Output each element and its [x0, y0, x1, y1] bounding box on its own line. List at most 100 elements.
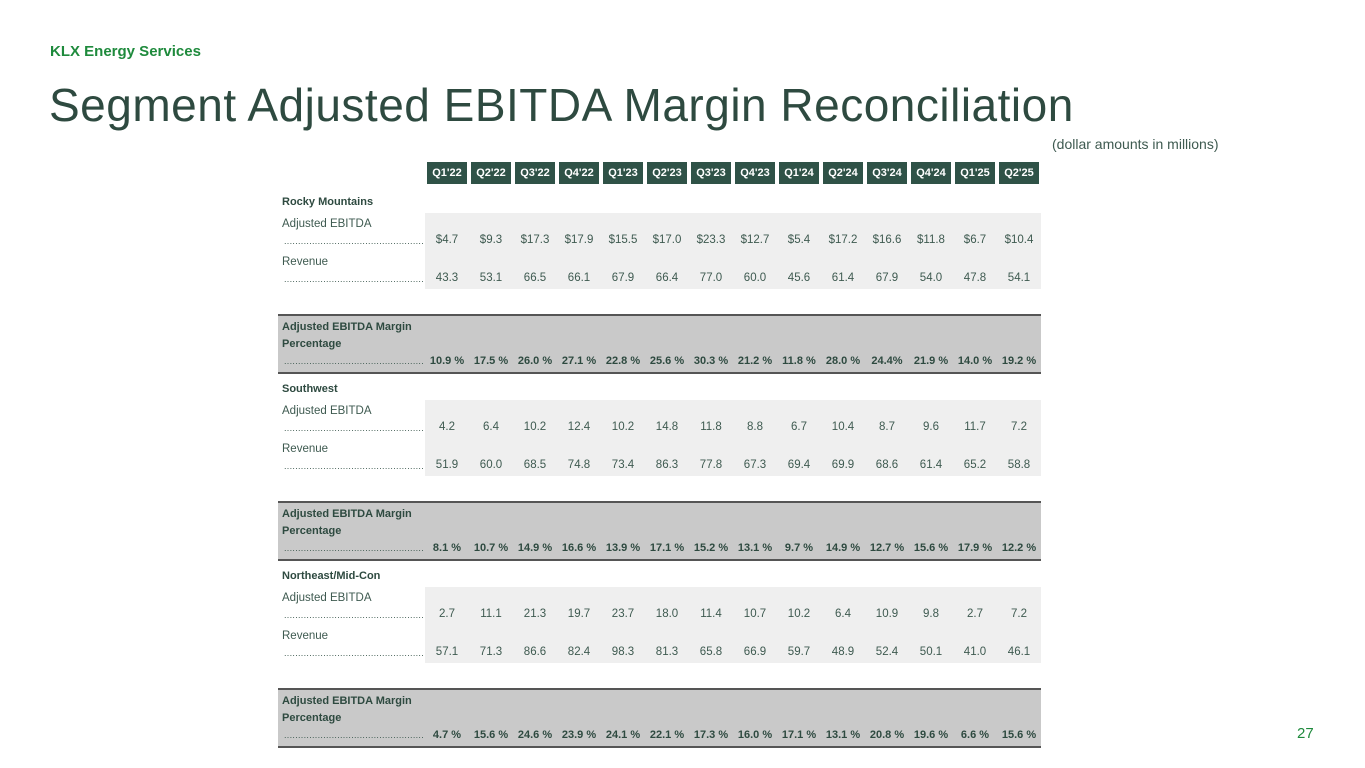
adjusted-ebitda-label: Adjusted EBITDA — [282, 405, 372, 417]
revenue-value: 66.1 — [567, 272, 591, 284]
revenue-value: 68.5 — [523, 459, 547, 471]
quarter-header: Q2'22 — [471, 162, 511, 184]
ebitda-value: $17.0 — [652, 234, 682, 246]
dot-leader: ........................................… — [284, 648, 424, 658]
margin-label: Adjusted EBITDA Margin — [282, 695, 412, 707]
revenue-value: 48.9 — [831, 646, 855, 658]
margin-value: 12.7 % — [869, 542, 905, 554]
margin-value: 13.9 % — [605, 542, 641, 554]
revenue-value: 57.1 — [435, 646, 459, 658]
ebitda-value: 12.4 — [567, 421, 591, 433]
margin-value: 23.9 % — [561, 729, 597, 741]
margin-value: 13.1 % — [737, 542, 773, 554]
quarter-header: Q4'23 — [735, 162, 775, 184]
ebitda-value: 11.8 — [700, 421, 722, 433]
revenue-value: 52.4 — [875, 646, 899, 658]
ebitda-value: 6.7 — [791, 421, 807, 433]
dot-leader: ........................................… — [284, 461, 424, 471]
adjusted-ebitda-label: Adjusted EBITDA — [282, 592, 372, 604]
ebitda-value: $23.3 — [696, 234, 726, 246]
margin-value: 22.1 % — [649, 729, 685, 741]
ebitda-value: 10.9 — [875, 608, 899, 620]
margin-value: 24.4% — [871, 355, 903, 367]
margin-label-2: Percentage — [282, 712, 342, 724]
ebitda-value: $11.8 — [917, 234, 945, 246]
ebitda-value: $17.2 — [828, 234, 858, 246]
margin-value: 19.2 % — [1001, 355, 1037, 367]
quarter-header: Q1'23 — [603, 162, 643, 184]
margin-value: 30.3 % — [693, 355, 729, 367]
margin-value: 26.0 % — [517, 355, 553, 367]
ebitda-value: $15.5 — [608, 234, 638, 246]
margin-value: 16.0 % — [737, 729, 773, 741]
margin-value: 21.9 % — [913, 355, 949, 367]
margin-value: 14.0 % — [957, 355, 993, 367]
revenue-value: 54.1 — [1007, 272, 1031, 284]
dot-leader: ........................................… — [284, 730, 424, 740]
dot-leader: ........................................… — [284, 356, 424, 366]
margin-value: 9.7 % — [784, 542, 814, 554]
quarter-header: Q3'23 — [691, 162, 731, 184]
revenue-value: 67.9 — [611, 272, 635, 284]
page-number: 27 — [1297, 725, 1314, 742]
ebitda-value: $17.3 — [520, 234, 550, 246]
data-block — [425, 587, 1041, 663]
revenue-value: 66.4 — [655, 272, 679, 284]
ebitda-value: 4.2 — [439, 421, 455, 433]
revenue-value: 86.3 — [655, 459, 679, 471]
revenue-value: 71.3 — [479, 646, 503, 658]
revenue-value: 73.4 — [611, 459, 635, 471]
segment-title: Southwest — [282, 383, 338, 395]
data-block — [425, 400, 1041, 476]
margin-value: 15.6 % — [1001, 729, 1037, 741]
dot-leader: ........................................… — [284, 274, 424, 284]
revenue-value: 46.1 — [1007, 646, 1031, 658]
ebitda-value: $4.7 — [435, 234, 459, 246]
adjusted-ebitda-label: Adjusted EBITDA — [282, 218, 372, 230]
revenue-value: 59.7 — [787, 646, 811, 658]
quarter-header: Q2'24 — [823, 162, 863, 184]
revenue-value: 60.0 — [743, 272, 767, 284]
quarter-header-row: Q1'22 Q2'22 Q3'22 Q4'22 Q1'23 Q2'23 Q3'23 Q4'23… — [425, 162, 1041, 184]
ebitda-value: 2.7 — [439, 608, 455, 620]
ebitda-value: 14.8 — [655, 421, 679, 433]
ebitda-value: 10.2 — [611, 421, 635, 433]
margin-label: Adjusted EBITDA Margin — [282, 508, 412, 520]
margin-value: 10.9 % — [429, 355, 465, 367]
ebitda-value: $9.3 — [479, 234, 503, 246]
margin-value: 22.8 % — [605, 355, 641, 367]
segment-title: Northeast/Mid-Con — [282, 570, 381, 582]
revenue-value: 69.4 — [787, 459, 811, 471]
revenue-value: 98.3 — [611, 646, 635, 658]
margin-value: 6.6 % — [960, 729, 990, 741]
revenue-value: 54.0 — [919, 272, 943, 284]
quarter-header: Q4'22 — [559, 162, 599, 184]
ebitda-value: 10.2 — [787, 608, 811, 620]
revenue-label: Revenue — [282, 443, 329, 455]
margin-value: 17.5 % — [473, 355, 509, 367]
margin-value: 15.6 % — [913, 542, 949, 554]
revenue-value: 65.8 — [699, 646, 723, 658]
margin-value: 21.2 % — [737, 355, 773, 367]
ebitda-value: 21.3 — [523, 608, 547, 620]
ebitda-value: 11.1 — [480, 608, 502, 620]
margin-value: 12.2 % — [1001, 542, 1037, 554]
page-title: Segment Adjusted EBITDA Margin Reconcili… — [49, 79, 1074, 131]
ebitda-value: 9.8 — [923, 608, 939, 620]
margin-value: 17.1 % — [781, 729, 817, 741]
margin-value: 19.6 % — [913, 729, 949, 741]
company-name: KLX Energy Services — [50, 43, 201, 60]
ebitda-value: 8.7 — [879, 421, 895, 433]
margin-value: 17.3 % — [693, 729, 729, 741]
margin-value: 17.9 % — [957, 542, 993, 554]
quarter-header: Q1'25 — [955, 162, 995, 184]
margin-value: 11.8 % — [782, 355, 816, 367]
ebitda-value: 6.4 — [835, 608, 851, 620]
ebitda-value: 19.7 — [567, 608, 591, 620]
revenue-value: 53.1 — [479, 272, 503, 284]
revenue-value: 47.8 — [963, 272, 987, 284]
margin-value: 27.1 % — [561, 355, 597, 367]
ebitda-value: 10.2 — [523, 421, 547, 433]
revenue-value: 74.8 — [567, 459, 591, 471]
margin-row — [278, 688, 1041, 748]
